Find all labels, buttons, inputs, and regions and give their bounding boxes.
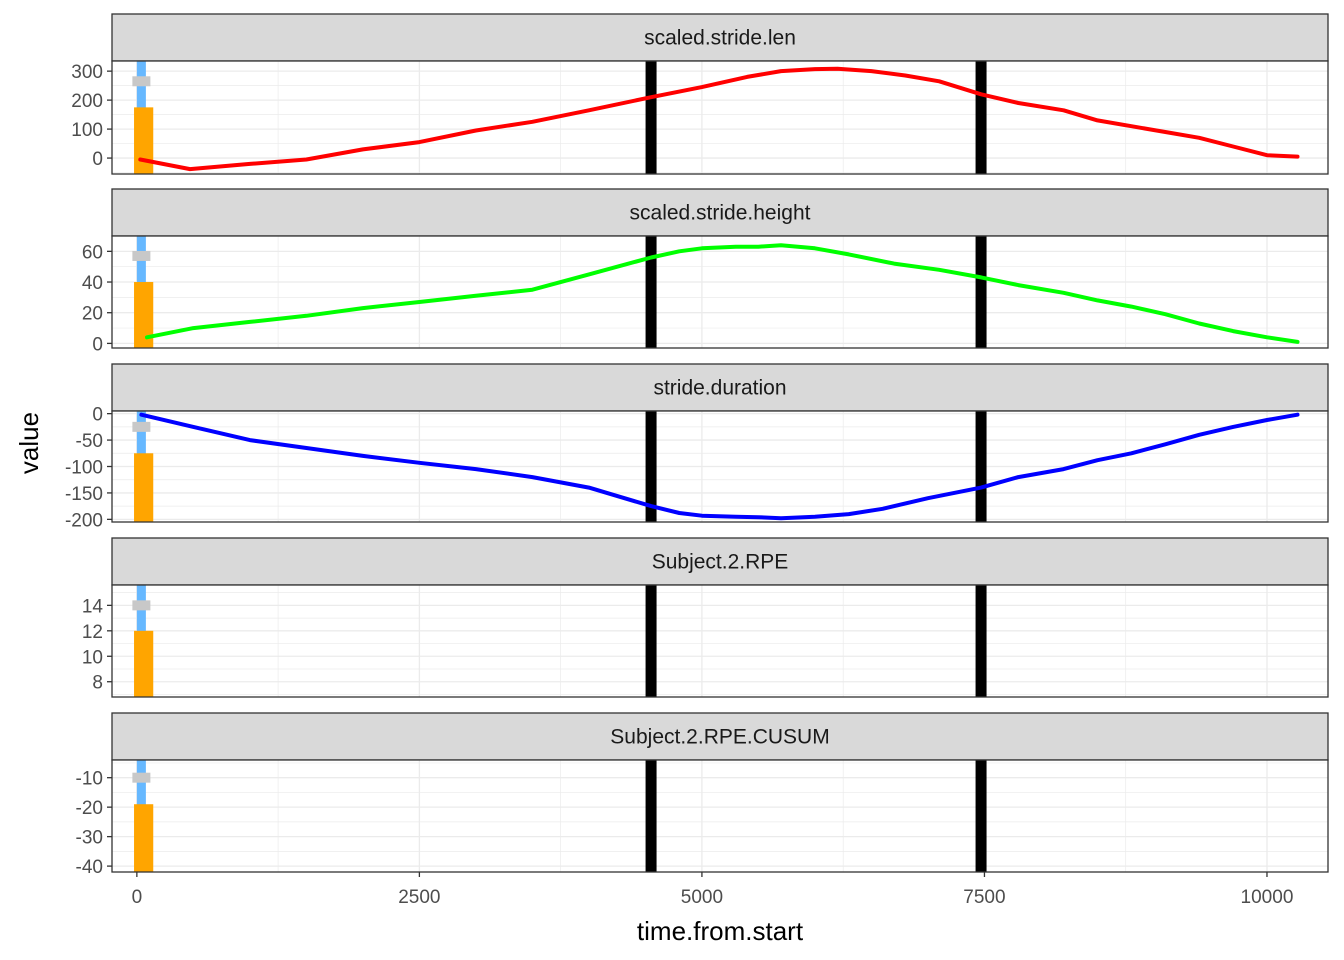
x-axis-title: time.from.start xyxy=(637,916,804,946)
panel-border xyxy=(111,584,1329,698)
y-tick-label: -200 xyxy=(65,510,103,531)
panel-border xyxy=(111,759,1329,873)
y-tick-label: -30 xyxy=(76,828,103,849)
y-tick-label: 60 xyxy=(82,242,103,263)
facet-strip-label: scaled.stride.len xyxy=(644,27,796,50)
x-tick-label: 5000 xyxy=(681,887,723,908)
facet-strip xyxy=(111,188,1329,237)
series-line xyxy=(138,66,1300,172)
panel-border xyxy=(111,235,1329,349)
y-tick-label: 40 xyxy=(82,273,103,294)
gray-marker xyxy=(132,76,151,87)
y-tick-label: -100 xyxy=(65,458,103,479)
orange-bar xyxy=(134,107,154,174)
y-tick-label: -150 xyxy=(65,484,103,505)
panel-border xyxy=(111,60,1329,175)
y-tick-label: 10 xyxy=(82,647,103,668)
x-tick-label: 0 xyxy=(132,887,143,908)
panel-background xyxy=(112,760,1328,872)
facet-strip-label: Subject.2.RPE xyxy=(652,551,789,574)
panel-background xyxy=(112,236,1328,348)
panel-4: Subject.2.RPE 8 10 12 14 xyxy=(82,537,1329,698)
gridlines xyxy=(112,585,1328,697)
facet-strip xyxy=(111,712,1329,761)
gray-marker xyxy=(132,250,151,261)
y-tick-label: 12 xyxy=(82,622,103,643)
y-tick-label: 8 xyxy=(92,673,103,694)
panel-1: scaled.stride.len 0 100 200 300 xyxy=(71,13,1329,175)
facet-strip-label: stride.duration xyxy=(653,377,786,400)
panel-5: Subject.2.RPE.CUSUM -10 -20 -30 -40 xyxy=(76,712,1329,878)
orange-bar xyxy=(134,453,154,522)
x-tick-label: 2500 xyxy=(398,887,440,908)
y-tick-label: -40 xyxy=(76,857,103,878)
y-tick-label: 14 xyxy=(82,596,104,617)
facet-strip xyxy=(111,13,1329,62)
facet-strip-label: scaled.stride.height xyxy=(630,202,811,225)
facet-strip xyxy=(111,363,1329,412)
y-tick-label: 0 xyxy=(92,405,103,426)
y-tick-label: 0 xyxy=(92,149,103,170)
gray-marker xyxy=(132,772,151,783)
orange-bar xyxy=(134,804,154,872)
panel-2: scaled.stride.height 0 20 40 60 xyxy=(82,188,1329,355)
y-tick-label: -20 xyxy=(76,798,103,819)
series-line xyxy=(139,412,1300,521)
y-tick-label: 20 xyxy=(82,304,103,325)
x-tick-label: 10000 xyxy=(1241,887,1294,908)
orange-bar xyxy=(134,630,154,697)
y-tick-label: 100 xyxy=(71,120,103,141)
gray-marker xyxy=(132,421,151,432)
y-tick-label: 200 xyxy=(71,91,103,112)
panel-background xyxy=(112,61,1328,174)
panel-background xyxy=(112,585,1328,697)
y-tick-label: 0 xyxy=(92,334,103,355)
gray-marker xyxy=(132,600,151,611)
y-tick-label: -50 xyxy=(76,431,103,452)
y-axis-title: value xyxy=(14,412,44,474)
gridlines xyxy=(112,411,1328,522)
x-tick-label: 7500 xyxy=(963,887,1005,908)
orange-bar xyxy=(134,282,154,348)
series-line xyxy=(145,243,1300,344)
panel-3: stride.duration 0 -50 -100 -150 -200 xyxy=(65,363,1329,531)
y-tick-label: 300 xyxy=(71,62,103,83)
y-tick-label: -10 xyxy=(76,769,103,790)
facet-strip-label: Subject.2.RPE.CUSUM xyxy=(610,726,829,749)
